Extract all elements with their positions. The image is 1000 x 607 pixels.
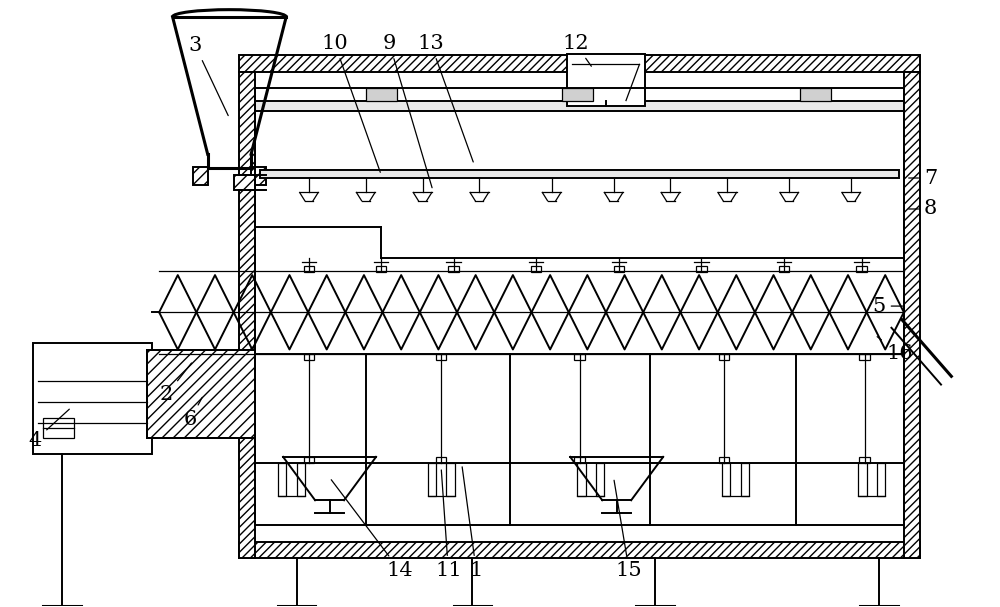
Bar [239, 541, 920, 558]
Bar [436, 457, 446, 463]
Bar [596, 463, 604, 496]
Bar [234, 175, 255, 191]
Bar [297, 463, 305, 496]
Text: 10: 10 [321, 34, 380, 172]
Bar [147, 350, 255, 438]
Text: 12: 12 [562, 34, 591, 66]
Bar [43, 418, 74, 438]
Bar [446, 463, 455, 496]
Bar [376, 266, 386, 272]
Bar [239, 72, 255, 558]
Bar [251, 167, 266, 185]
Text: 5: 5 [872, 297, 903, 316]
Bar [531, 266, 541, 272]
Bar [574, 354, 585, 360]
Bar [577, 463, 586, 496]
Bar [239, 55, 920, 72]
Bar [722, 463, 730, 496]
Bar [304, 354, 314, 360]
Text: 13: 13 [417, 34, 473, 162]
Bar [366, 88, 397, 101]
Bar [800, 88, 831, 101]
Bar [719, 457, 729, 463]
Bar [278, 463, 286, 496]
Text: 7: 7 [909, 169, 937, 188]
Bar [904, 72, 920, 558]
Bar [574, 457, 585, 463]
Bar [448, 266, 459, 272]
Bar [147, 350, 255, 438]
Bar [193, 167, 208, 185]
Bar [859, 354, 870, 360]
Text: 2: 2 [160, 363, 192, 404]
Text: 1: 1 [462, 467, 483, 580]
Bar [428, 463, 436, 496]
Text: 3: 3 [189, 36, 228, 115]
Bar [779, 266, 789, 272]
Bar [741, 463, 749, 496]
Bar [859, 457, 870, 463]
Bar [856, 266, 867, 272]
Text: 14: 14 [331, 480, 413, 580]
Text: 15: 15 [614, 480, 642, 580]
Text: 6: 6 [184, 398, 202, 429]
Bar [614, 266, 624, 272]
Text: 8: 8 [909, 200, 937, 219]
Bar [260, 170, 899, 178]
Bar [567, 54, 645, 106]
Text: 16: 16 [877, 337, 913, 363]
Bar [304, 457, 314, 463]
Bar [304, 266, 314, 272]
Bar [858, 463, 867, 496]
Bar [877, 463, 885, 496]
Bar [33, 344, 152, 454]
Text: 11: 11 [435, 470, 462, 580]
Text: 9: 9 [383, 34, 432, 188]
Bar [696, 266, 707, 272]
Text: 4: 4 [29, 409, 69, 450]
Bar [562, 88, 593, 101]
Bar [719, 354, 729, 360]
Bar [436, 354, 446, 360]
Bar [255, 101, 904, 111]
